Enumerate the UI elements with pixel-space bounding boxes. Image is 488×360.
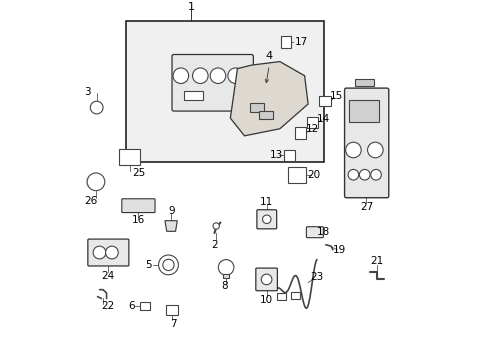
Text: 15: 15 (329, 91, 343, 101)
Bar (183, 91, 203, 100)
Bar (166, 305, 177, 315)
Text: 25: 25 (132, 168, 145, 178)
Text: 14: 14 (316, 114, 330, 124)
Circle shape (192, 68, 208, 84)
Text: 8: 8 (221, 281, 228, 291)
FancyBboxPatch shape (119, 149, 140, 165)
Circle shape (87, 173, 104, 191)
Text: 7: 7 (169, 319, 176, 329)
Bar (354, 79, 374, 86)
Bar (259, 111, 273, 118)
Bar (348, 100, 378, 122)
Text: 3: 3 (83, 87, 90, 96)
FancyBboxPatch shape (255, 268, 277, 291)
Text: 17: 17 (294, 37, 307, 47)
Bar (249, 103, 264, 112)
Text: 11: 11 (260, 197, 273, 207)
Text: 19: 19 (332, 245, 345, 255)
Text: 13: 13 (269, 150, 283, 160)
Circle shape (367, 142, 382, 158)
Circle shape (262, 215, 270, 224)
FancyBboxPatch shape (88, 239, 129, 266)
Circle shape (261, 274, 271, 285)
Text: 10: 10 (260, 295, 273, 305)
Circle shape (90, 101, 103, 114)
Circle shape (345, 142, 361, 158)
Polygon shape (230, 62, 307, 136)
Polygon shape (164, 221, 177, 231)
Bar (140, 302, 149, 310)
FancyBboxPatch shape (122, 199, 155, 212)
Text: 20: 20 (306, 170, 319, 180)
Text: 16: 16 (132, 215, 145, 225)
Bar (284, 150, 295, 161)
Circle shape (173, 68, 188, 84)
FancyBboxPatch shape (306, 227, 323, 238)
Circle shape (210, 68, 225, 84)
Bar (280, 36, 290, 48)
Text: 12: 12 (305, 125, 318, 135)
Text: 1: 1 (187, 2, 195, 12)
Text: 2: 2 (211, 240, 217, 251)
Circle shape (359, 170, 369, 180)
Circle shape (105, 246, 118, 259)
Text: 21: 21 (370, 256, 383, 266)
Bar (306, 117, 317, 128)
Text: 6: 6 (128, 301, 134, 311)
Text: 24: 24 (102, 270, 115, 280)
Text: 5: 5 (145, 260, 151, 270)
FancyBboxPatch shape (287, 167, 305, 183)
FancyBboxPatch shape (172, 54, 253, 111)
Text: 27: 27 (359, 202, 372, 212)
FancyBboxPatch shape (344, 88, 388, 198)
Text: 22: 22 (102, 301, 115, 311)
Bar (319, 96, 330, 107)
Bar (294, 127, 305, 139)
Bar (126, 21, 324, 162)
Text: 4: 4 (265, 51, 272, 61)
Bar (223, 274, 228, 278)
Circle shape (213, 223, 219, 229)
Circle shape (158, 255, 178, 275)
Circle shape (93, 246, 106, 259)
Text: 26: 26 (84, 196, 97, 206)
Text: 9: 9 (168, 206, 174, 216)
Circle shape (370, 170, 381, 180)
Bar (277, 293, 285, 300)
FancyBboxPatch shape (256, 210, 276, 229)
Circle shape (227, 68, 243, 84)
Circle shape (347, 170, 358, 180)
Circle shape (163, 259, 174, 271)
Bar (291, 292, 300, 299)
Text: 18: 18 (316, 227, 329, 237)
Circle shape (218, 260, 233, 275)
Text: 23: 23 (310, 271, 323, 282)
